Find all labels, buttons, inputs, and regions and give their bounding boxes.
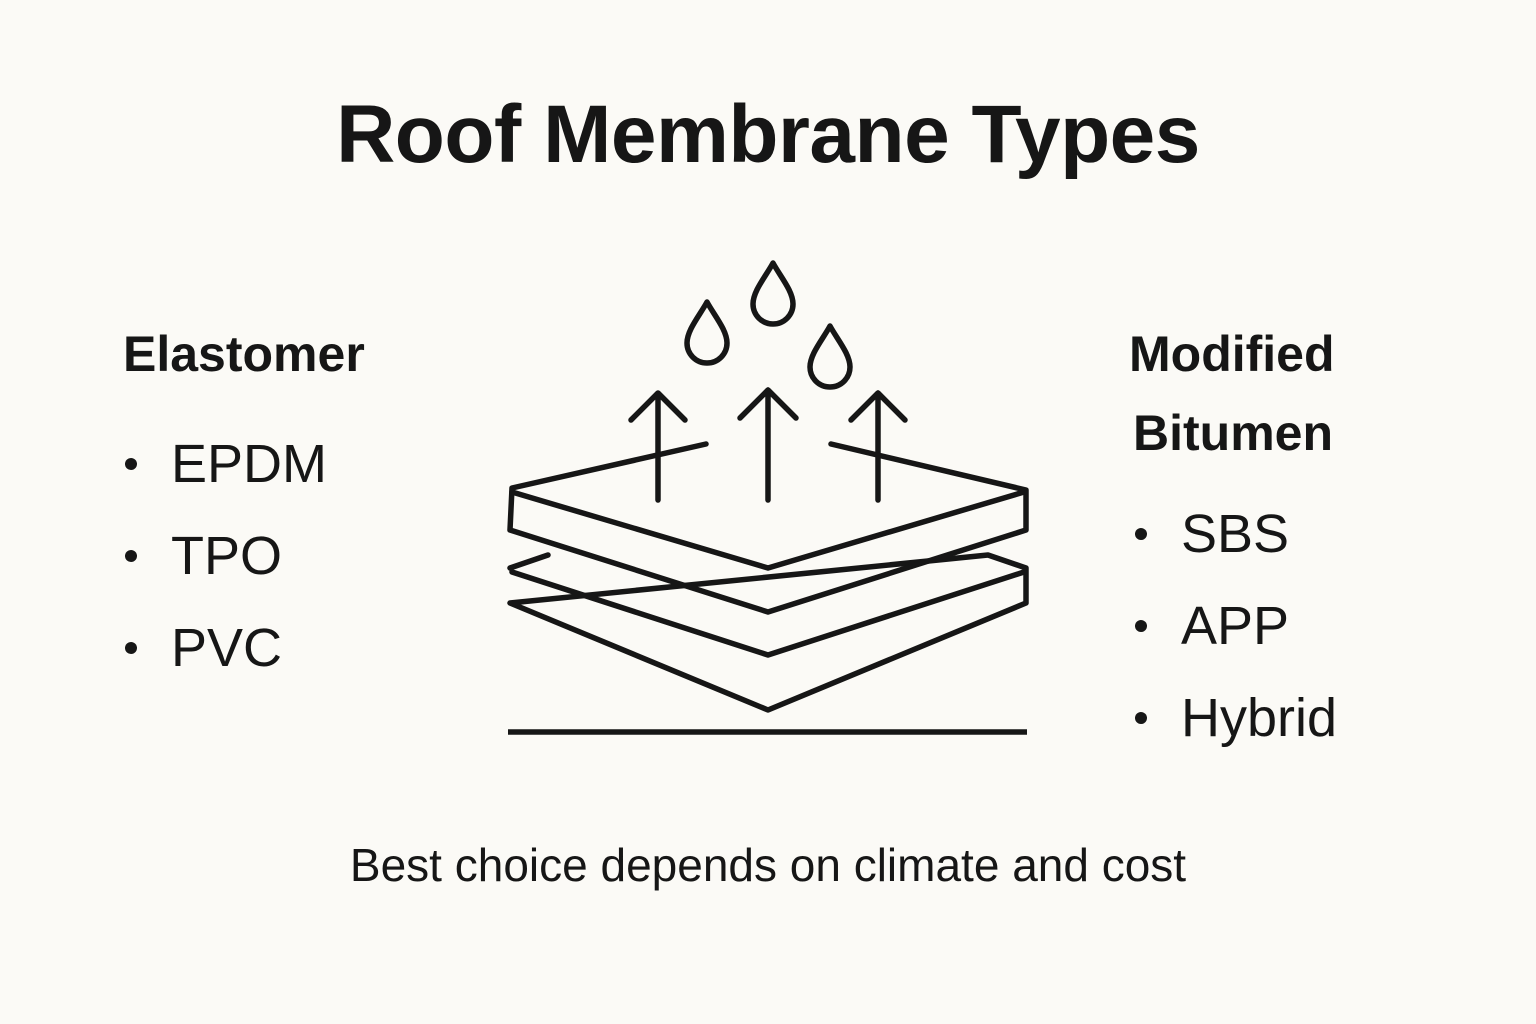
list-item-label: Hybrid — [1181, 688, 1338, 748]
membrane-layers-icon — [507, 441, 1029, 713]
list-item-tpo: TPO — [125, 525, 282, 587]
water-drop-icon — [684, 299, 730, 366]
bullet-icon — [125, 458, 137, 470]
up-arrow-icon — [628, 390, 688, 503]
list-item-label: SBS — [1181, 504, 1290, 564]
bullet-icon — [125, 550, 137, 562]
list-item-hybrid: Hybrid — [1135, 687, 1337, 749]
bullet-icon — [1135, 712, 1147, 724]
water-drop-icon — [807, 323, 853, 390]
list-item-label: PVC — [171, 618, 283, 678]
up-arrow-icon — [737, 387, 799, 503]
bullet-icon — [125, 642, 137, 654]
elastomer-heading: Elastomer — [123, 326, 365, 382]
modified-heading: Modified — [1129, 326, 1335, 382]
up-arrow-icon — [848, 390, 908, 503]
list-item-epdm: EPDM — [125, 433, 327, 495]
list-item-app: APP — [1135, 595, 1289, 657]
list-item-label: EPDM — [171, 434, 328, 494]
list-item-label: TPO — [171, 526, 283, 586]
page-title: Roof Membrane Types — [336, 89, 1200, 180]
list-item-sbs: SBS — [1135, 503, 1289, 565]
water-drop-icon — [750, 260, 796, 327]
bullet-icon — [1135, 620, 1147, 632]
footer-caption: Best choice depends on climate and cost — [349, 839, 1187, 891]
bullet-icon — [1135, 528, 1147, 540]
list-item-label: APP — [1181, 596, 1290, 656]
bitumen-heading: Bitumen — [1133, 405, 1333, 461]
list-item-pvc: PVC — [125, 617, 282, 679]
